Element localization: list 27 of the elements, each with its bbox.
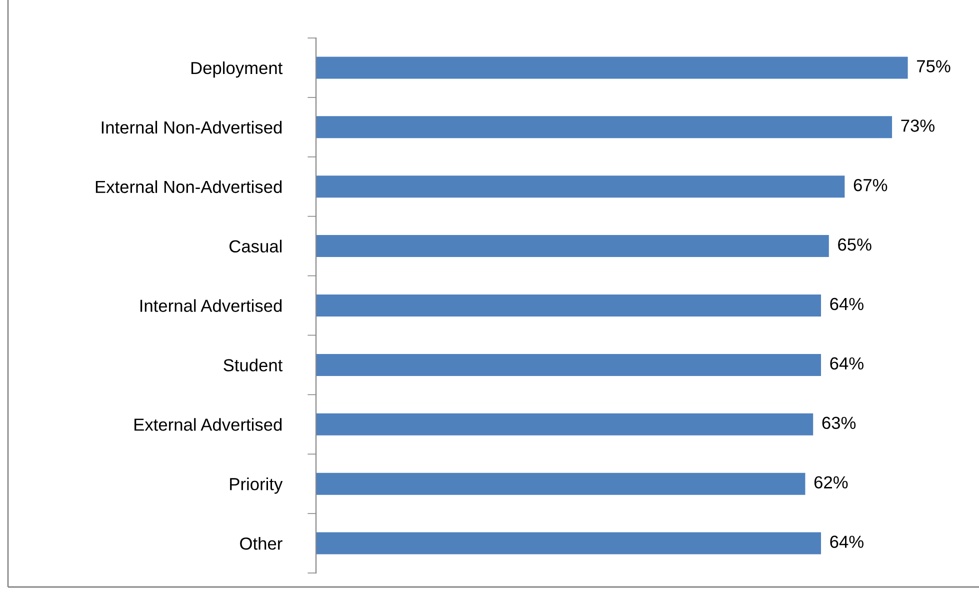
data-label: 64% [830,536,864,548]
data-label: 67% [854,178,888,192]
y-tick-label: Priority [230,478,283,494]
bar [316,532,822,554]
y-tick-label: Deployment [191,61,283,78]
data-label: 73% [901,120,934,132]
data-label: 65% [838,238,872,251]
y-tick-label: Internal Non-Advertised [102,120,282,134]
y-tick-label: External Advertised [134,418,282,431]
data-label: 63% [822,416,856,430]
data-label: 75% [917,60,950,72]
y-tick-label: Other [240,536,282,550]
bar [316,472,806,495]
bar [316,176,845,198]
y-tick-label: Internal Advertised [140,299,282,312]
bar [316,235,829,258]
bar [316,294,822,316]
data-label: 64% [830,298,864,310]
data-label: 64% [830,357,864,370]
bar [316,354,822,376]
bar [316,56,908,79]
y-tick-label: Student [224,358,283,372]
bar [316,116,892,138]
y-tick-label: External Non-Advertised [96,180,282,194]
y-tick-label: Casual [230,240,282,253]
data-label: 62% [814,476,848,488]
bar [316,413,814,436]
